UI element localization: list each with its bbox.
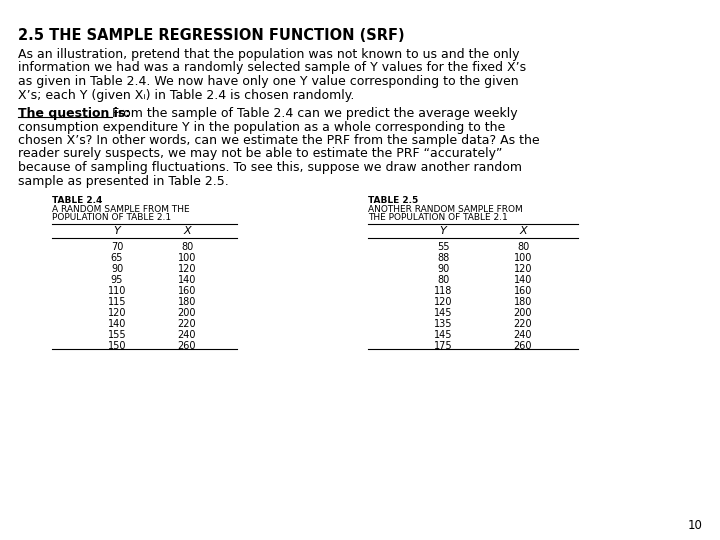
Text: 155: 155 [108,330,126,340]
Text: 160: 160 [178,286,196,296]
Text: 65: 65 [111,253,123,263]
Text: chosen X’s? In other words, can we estimate the PRF from the sample data? As the: chosen X’s? In other words, can we estim… [18,134,539,147]
Text: TABLE 2.4: TABLE 2.4 [52,196,102,205]
Text: Y: Y [114,226,120,236]
Text: 95: 95 [111,275,123,285]
Text: 110: 110 [108,286,126,296]
Text: 200: 200 [178,308,197,318]
Text: ANOTHER RANDOM SAMPLE FROM: ANOTHER RANDOM SAMPLE FROM [368,205,523,214]
Text: 120: 120 [108,308,126,318]
Text: 140: 140 [178,275,196,285]
Text: 100: 100 [178,253,196,263]
Text: 90: 90 [111,264,123,274]
Text: reader surely suspects, we may not be able to estimate the PRF “accurately”: reader surely suspects, we may not be ab… [18,147,503,160]
Text: X’s; each Y (given Xᵢ) in Table 2.4 is chosen randomly.: X’s; each Y (given Xᵢ) in Table 2.4 is c… [18,89,354,102]
Text: 100: 100 [514,253,532,263]
Text: 90: 90 [437,264,449,274]
Text: 175: 175 [433,341,452,351]
Text: THE POPULATION OF TABLE 2.1: THE POPULATION OF TABLE 2.1 [368,213,508,222]
Text: information we had was a randomly selected sample of Y values for the fixed X’s: information we had was a randomly select… [18,62,526,75]
Text: 180: 180 [514,297,532,307]
Text: TABLE 2.5: TABLE 2.5 [368,196,418,205]
Text: 80: 80 [181,242,193,252]
Text: The question is:: The question is: [18,107,135,120]
Text: 200: 200 [514,308,532,318]
Text: Y: Y [440,226,446,236]
Text: 260: 260 [178,341,197,351]
Text: 180: 180 [178,297,196,307]
Text: As an illustration, pretend that the population was not known to us and the only: As an illustration, pretend that the pop… [18,48,520,61]
Text: consumption expenditure Y in the population as a whole corresponding to the: consumption expenditure Y in the populat… [18,120,505,133]
Text: 140: 140 [108,319,126,329]
Text: 10: 10 [688,519,703,532]
Text: because of sampling fluctuations. To see this, suppose we draw another random: because of sampling fluctuations. To see… [18,161,522,174]
Text: 220: 220 [178,319,197,329]
Text: 115: 115 [108,297,126,307]
Text: sample as presented in Table 2.5.: sample as presented in Table 2.5. [18,174,229,187]
Text: 160: 160 [514,286,532,296]
Text: 118: 118 [434,286,452,296]
Text: From the sample of Table 2.4 can we predict the average weekly: From the sample of Table 2.4 can we pred… [112,107,518,120]
Text: X: X [183,226,191,236]
Text: POPULATION OF TABLE 2.1: POPULATION OF TABLE 2.1 [52,213,171,222]
Text: 150: 150 [108,341,126,351]
Text: 55: 55 [437,242,449,252]
Text: 145: 145 [433,308,452,318]
Text: 120: 120 [178,264,197,274]
Text: X: X [519,226,527,236]
Text: 88: 88 [437,253,449,263]
Text: 80: 80 [437,275,449,285]
Text: 70: 70 [111,242,123,252]
Text: 220: 220 [513,319,532,329]
Text: 120: 120 [514,264,532,274]
Text: 145: 145 [433,330,452,340]
Text: 135: 135 [433,319,452,329]
Text: 2.5 THE SAMPLE REGRESSION FUNCTION (SRF): 2.5 THE SAMPLE REGRESSION FUNCTION (SRF) [18,28,405,43]
Text: 240: 240 [514,330,532,340]
Text: 240: 240 [178,330,197,340]
Text: A RANDOM SAMPLE FROM THE: A RANDOM SAMPLE FROM THE [52,205,189,214]
Text: as given in Table 2.4. We now have only one Y value corresponding to the given: as given in Table 2.4. We now have only … [18,75,518,88]
Text: 80: 80 [517,242,529,252]
Text: 120: 120 [433,297,452,307]
Text: 260: 260 [514,341,532,351]
Text: 140: 140 [514,275,532,285]
